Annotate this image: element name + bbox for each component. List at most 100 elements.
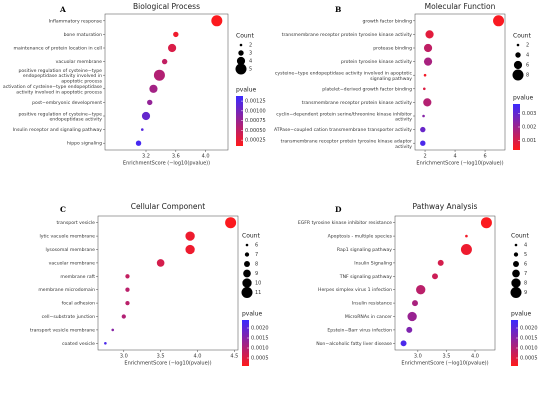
- panel-label: D: [335, 205, 342, 214]
- x-axis-label: EnrichmentScore (−log10(pvalue)): [124, 361, 211, 367]
- colorbar-label: 0.0015: [251, 336, 269, 342]
- y-tick-label: transmembrane receptor protein kinase ac…: [302, 100, 413, 106]
- y-tick-label: TNF signaling pathway: [339, 274, 393, 280]
- plot-area: [97, 215, 239, 351]
- bubble: [412, 300, 418, 307]
- y-tick-label: membrane microdomain: [38, 287, 95, 293]
- size-legend-label: 10: [255, 281, 261, 287]
- colorbar: [511, 320, 518, 366]
- y-tick-label: maintenance of protein location in cell: [14, 46, 102, 52]
- y-tick-label: transmembrane receptor protein tyrosine …: [282, 32, 413, 38]
- size-legend-label: 8: [524, 281, 527, 287]
- y-tick-label: post−embryonic development: [32, 100, 102, 106]
- size-legend-label: 2: [526, 43, 529, 49]
- colorbar-label: 0.00050: [245, 128, 266, 134]
- size-legend-key: [511, 278, 521, 288]
- size-legend-label: 8: [255, 262, 258, 268]
- y-tick-label: Inflammatory response: [49, 18, 102, 24]
- size-legend-key: [245, 243, 249, 247]
- y-tick-label: cell−substrate junction: [42, 314, 95, 320]
- x-tick-label: 4: [453, 154, 456, 160]
- chart-title: Pathway Analysis: [413, 202, 478, 211]
- bubble: [156, 259, 165, 267]
- size-legend-label: 8: [526, 73, 529, 79]
- size-legend-key: [244, 252, 250, 257]
- colorbar: [242, 320, 249, 366]
- y-tick-label: positive regulation of cysteine−type endo…: [18, 68, 102, 84]
- panel: C Cellular Component 3.0 3.5 4.0 4.5 Enrichmen…: [30, 202, 269, 367]
- colorbar-label: 0.00075: [245, 118, 266, 124]
- size-legend-key: [241, 287, 253, 298]
- size-legend-key: [516, 43, 520, 47]
- bubble: [423, 43, 433, 53]
- size-legend-key: [243, 269, 251, 278]
- x-tick-label: 4.0: [193, 354, 201, 360]
- bubble: [147, 99, 153, 106]
- y-tick-label: Insulin Signaling: [354, 260, 392, 266]
- x-tick-label: 3.2: [142, 154, 150, 160]
- y-tick-label: Insulin resistance: [352, 301, 392, 307]
- color-legend-title: pvalue: [513, 95, 534, 102]
- y-tick-label: vacuolar membrane: [56, 59, 103, 65]
- x-axis-label: EnrichmentScore (−log10(pvalue)): [401, 361, 488, 367]
- size-legend-key: [515, 52, 521, 58]
- bubble: [423, 87, 426, 91]
- size-legend-label: 4: [249, 59, 252, 65]
- size-legend-title: Count: [242, 233, 260, 240]
- bubble: [437, 259, 444, 266]
- x-tick-label: 3.0: [120, 354, 128, 360]
- size-legend-label: 4: [526, 53, 529, 59]
- bubble: [104, 342, 107, 345]
- size-legend-key: [238, 50, 244, 56]
- y-tick-label: growth factor binding: [363, 18, 413, 24]
- size-legend-label: 7: [255, 252, 258, 258]
- size-legend-key: [512, 69, 524, 81]
- bubble: [135, 140, 142, 146]
- bubble: [225, 217, 237, 229]
- y-tick-label: platelet−derived growth factor binding: [322, 86, 412, 92]
- size-legend-label: 6: [526, 63, 529, 69]
- bubble: [425, 30, 434, 39]
- bubble: [167, 43, 177, 53]
- y-tick-label: Herpes simplex virus 1 infection: [318, 287, 392, 293]
- bubble: [149, 84, 158, 93]
- size-legend-key: [242, 278, 252, 288]
- bubble: [406, 326, 413, 333]
- color-legend-title: pvalue: [511, 311, 532, 318]
- y-tick-label: ATPase−coupled cation transmembrane tran…: [274, 127, 412, 133]
- y-tick-label: coated vesicle: [62, 341, 95, 347]
- size-legend-label: 6: [524, 262, 527, 268]
- y-tick-label: EGFR tyrosine kinase inhibitor resistanc…: [298, 220, 392, 226]
- y-tick-label: bone maturation: [64, 32, 103, 38]
- size-legend-label: 4: [524, 243, 527, 249]
- color-legend-title: pvalue: [242, 311, 263, 318]
- size-legend-key: [513, 261, 519, 267]
- panel: D Pathway Analysis 3.0 3.5 4.0EnrichmentScor…: [298, 202, 538, 367]
- y-tick-label: protease binding: [373, 46, 412, 52]
- y-tick-label: membrane raft: [60, 274, 95, 280]
- y-tick-label: hippo signaling: [67, 141, 102, 147]
- x-tick-label: 4.0: [471, 354, 479, 360]
- bubble: [121, 314, 126, 319]
- bubble: [432, 273, 438, 280]
- bubble: [423, 73, 427, 77]
- colorbar-label: 0.0010: [520, 346, 538, 352]
- size-legend-title: Count: [511, 233, 529, 240]
- y-tick-label: transport vesicle: [56, 220, 95, 226]
- size-legend-title: Count: [513, 33, 531, 40]
- size-legend-key: [513, 252, 519, 257]
- x-axis-label: EnrichmentScore (−log10(pvalue)): [416, 161, 503, 167]
- bubble: [140, 128, 144, 131]
- chart-title: Cellular Component: [131, 202, 206, 211]
- size-legend-key: [512, 269, 520, 278]
- size-legend-label: 5: [524, 252, 527, 258]
- x-tick-label: 6: [483, 154, 486, 160]
- colorbar-label: 0.003: [522, 111, 536, 117]
- bubble: [460, 244, 472, 255]
- bubble: [493, 15, 505, 27]
- bubble: [111, 328, 115, 332]
- size-legend-key: [244, 261, 250, 267]
- bubble: [141, 111, 151, 121]
- size-legend-key: [514, 243, 518, 247]
- x-tick-label: 3.5: [442, 354, 450, 360]
